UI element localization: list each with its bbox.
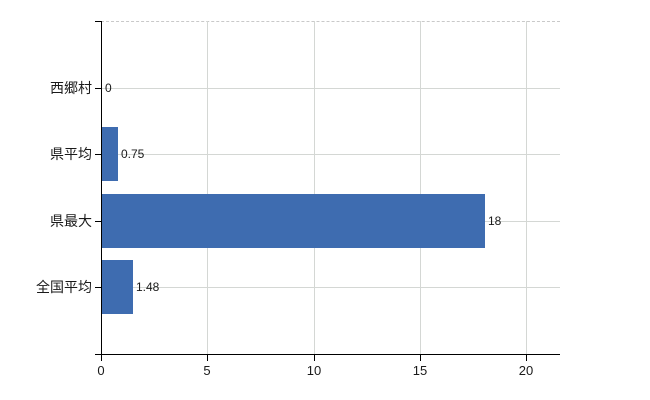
x-tick-0 — [101, 355, 102, 361]
gridline-vertical — [314, 21, 315, 354]
x-axis-line — [95, 354, 560, 355]
gridline-horizontal — [101, 88, 560, 89]
y-tick-0 — [95, 88, 101, 89]
category-label-0: 西郷村 — [50, 80, 92, 96]
y-tick-3 — [95, 287, 101, 288]
category-label-3: 全国平均 — [36, 279, 92, 295]
gridline-horizontal — [101, 154, 560, 155]
y-axis-end-tick — [95, 21, 101, 22]
category-label-1: 県平均 — [50, 146, 92, 162]
x-tick-2 — [314, 355, 315, 361]
bar-1 — [102, 127, 118, 181]
x-tick-label-4: 20 — [518, 363, 534, 378]
gridline-vertical — [526, 21, 527, 354]
x-tick-label-3: 15 — [412, 363, 428, 378]
x-tick-3 — [420, 355, 421, 361]
bar-2 — [102, 194, 485, 248]
value-label-0: 0 — [105, 81, 112, 95]
gridline-vertical — [207, 21, 208, 354]
value-label-3: 1.48 — [136, 280, 160, 294]
x-tick-1 — [207, 355, 208, 361]
x-tick-label-2: 10 — [306, 363, 322, 378]
value-label-2: 18 — [488, 214, 502, 228]
x-tick-label-1: 5 — [203, 363, 211, 378]
plot-top-border — [101, 21, 560, 22]
gridline-vertical — [420, 21, 421, 354]
x-tick-label-0: 0 — [97, 363, 105, 378]
y-axis-line — [101, 21, 102, 355]
gridline-horizontal — [101, 287, 560, 288]
y-tick-1 — [95, 154, 101, 155]
x-tick-4 — [526, 355, 527, 361]
value-label-1: 0.75 — [121, 147, 145, 161]
y-tick-2 — [95, 221, 101, 222]
category-label-2: 県最大 — [50, 213, 92, 229]
bar-3 — [102, 260, 133, 314]
